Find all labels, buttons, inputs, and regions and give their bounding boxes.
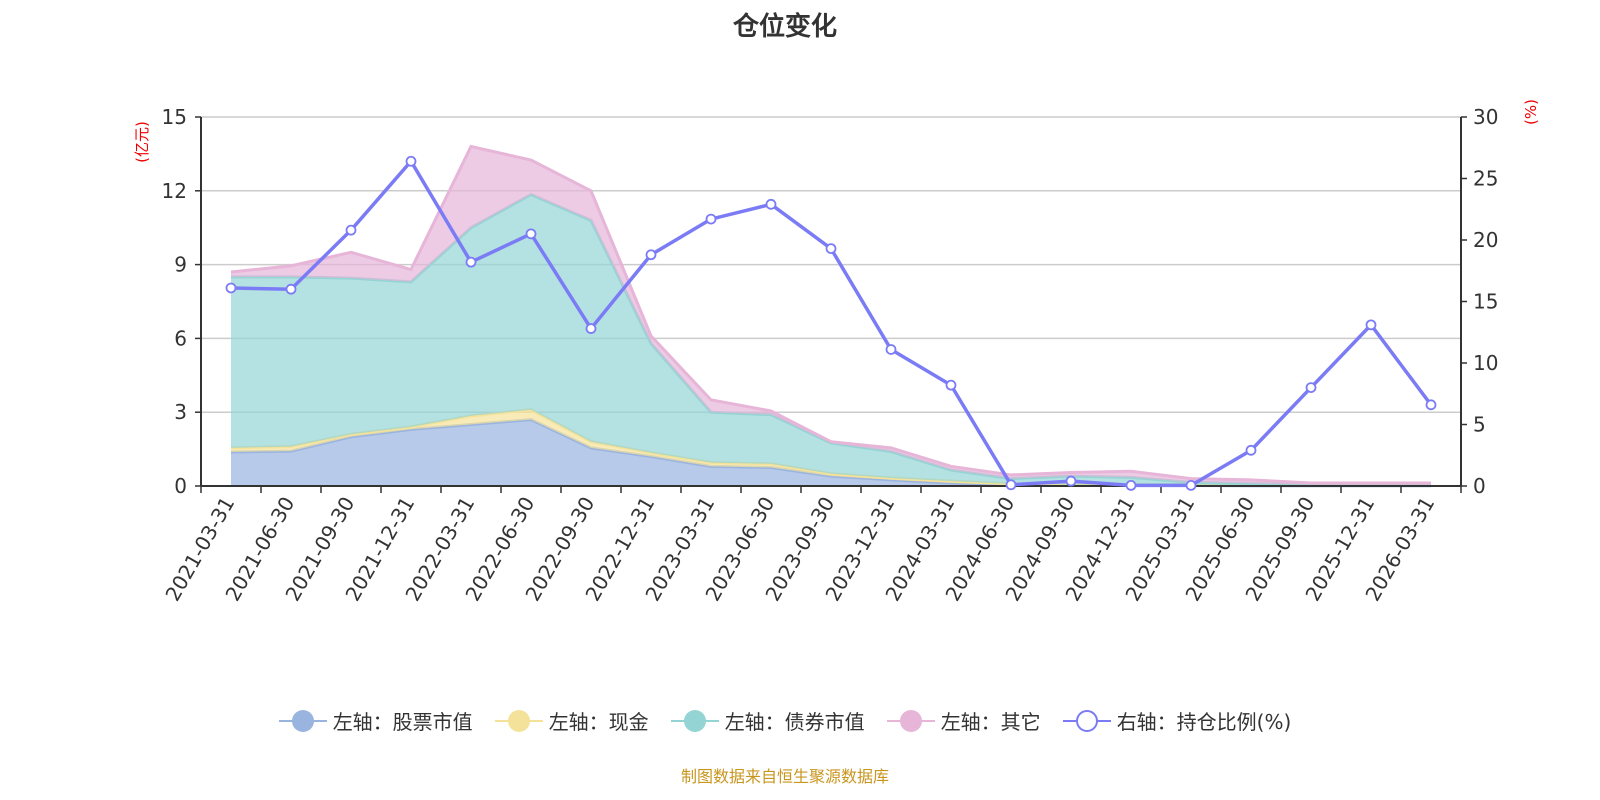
y-right-tick-label: 15: [1473, 290, 1498, 314]
ratio-point: [225, 282, 237, 294]
ratio-point: [1065, 475, 1077, 487]
ratio-point: [1185, 479, 1197, 491]
y-right-tick-label: 30: [1473, 105, 1498, 129]
y-right-tick-label: 20: [1473, 228, 1498, 252]
legend-swatch-icon: [494, 707, 543, 735]
legend-label: 左轴：现金: [548, 710, 649, 734]
legend-label: 左轴：其它: [940, 710, 1041, 734]
area-左轴：股票市值: [231, 419, 1431, 486]
chart-plot: 03691215051015202530(亿元)(%)2021-03-31202…: [133, 99, 1540, 605]
y-left-tick-label: 6: [174, 326, 187, 350]
legend-item[interactable]: 左轴：股票市值: [278, 706, 473, 735]
ratio-point: [705, 213, 717, 225]
ratio-point: [1305, 382, 1317, 394]
y-left-tick-label: 15: [162, 105, 187, 129]
ratio-point: [585, 323, 597, 334]
area-line-左轴：其它: [230, 144, 1431, 485]
legend-item[interactable]: 左轴：其它: [886, 706, 1041, 735]
ratio-point: [1425, 399, 1437, 411]
y-left-tick-label: 9: [174, 253, 187, 277]
y-left-tick-label: 12: [162, 179, 187, 203]
legend: 左轴：股票市值 左轴：现金 左轴：债券市值 左轴：其它 右轴：持仓比例(%): [0, 706, 1570, 735]
ratio-point: [465, 256, 477, 268]
y-left-tick-label: 3: [174, 400, 187, 424]
ratio-point: [885, 344, 897, 355]
ratio-point: [1245, 444, 1257, 456]
y-right-tick-label: 25: [1473, 167, 1498, 191]
ratio-point: [345, 224, 357, 236]
ratio-point: [525, 228, 537, 240]
y-left-axis-label: (亿元): [133, 121, 151, 163]
ratio-point: [645, 249, 657, 261]
chart-title: 仓位变化: [732, 12, 837, 42]
ratio-point: [285, 283, 297, 295]
legend-item[interactable]: 右轴：持仓比例(%): [1062, 706, 1292, 735]
y-right-axis-label: (%): [1522, 99, 1540, 125]
ratio-point: [945, 379, 957, 391]
legend-swatch-icon: [1062, 707, 1111, 735]
ratio-point: [405, 155, 417, 167]
y-right-tick-label: 10: [1473, 351, 1498, 375]
y-right-tick-label: 5: [1473, 413, 1486, 437]
legend-swatch-icon: [670, 707, 719, 735]
source-footer: 制图数据来自恒生聚源数据库: [680, 767, 889, 786]
ratio-point: [1125, 479, 1137, 491]
legend-swatch-icon: [278, 707, 327, 735]
ratio-point: [1005, 479, 1017, 491]
area-左轴：债券市值: [231, 194, 1431, 486]
legend-label: 左轴：债券市值: [724, 710, 865, 734]
legend-swatch-icon: [886, 707, 935, 735]
legend-item[interactable]: 左轴：债券市值: [670, 706, 865, 735]
legend-label: 右轴：持仓比例(%): [1116, 710, 1292, 734]
ratio-point: [825, 243, 837, 255]
y-right-tick-label: 0: [1473, 474, 1486, 498]
legend-item[interactable]: 左轴：现金: [494, 706, 649, 735]
ratio-point: [1365, 319, 1377, 331]
y-left-tick-label: 0: [174, 474, 187, 498]
legend-label: 左轴：股票市值: [332, 710, 473, 734]
ratio-point: [765, 198, 777, 210]
